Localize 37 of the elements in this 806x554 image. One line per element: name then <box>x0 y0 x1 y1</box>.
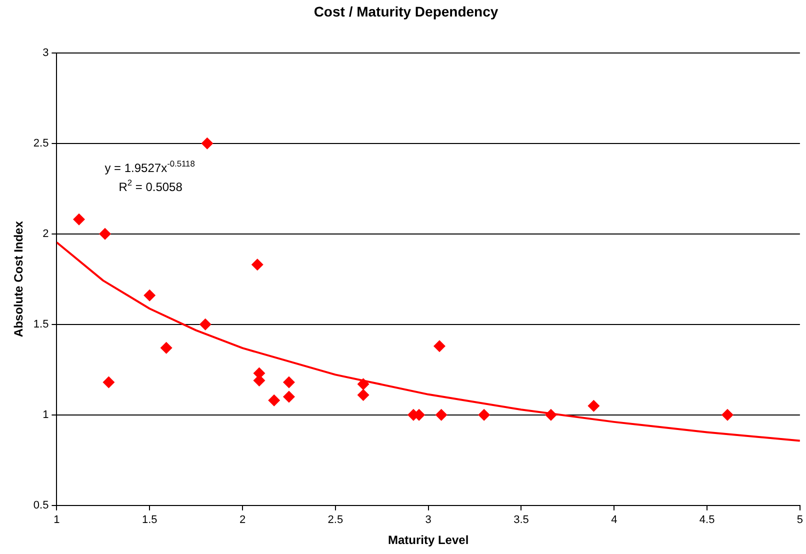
x-axis-title: Maturity Level <box>388 533 469 548</box>
x-tick-label: 2 <box>239 514 246 526</box>
point <box>282 376 295 388</box>
point <box>251 258 264 271</box>
point <box>160 342 172 354</box>
point <box>544 408 557 421</box>
point <box>99 228 112 240</box>
point <box>268 394 280 406</box>
y-tick-label: 3 <box>42 46 49 59</box>
point <box>357 378 370 390</box>
x-tick-label: 3 <box>425 514 432 526</box>
chart-title: Cost / Maturity Dependency <box>314 3 498 20</box>
x-tick-label: 4 <box>611 514 618 526</box>
point <box>282 390 295 403</box>
y-tick-label: 2 <box>42 228 49 240</box>
point <box>588 400 600 412</box>
y-tick-label: 2.5 <box>33 137 49 150</box>
point <box>357 388 370 401</box>
point <box>721 408 734 421</box>
x-tick-label: 3.5 <box>514 514 529 526</box>
y-tick-label: 1 <box>42 408 49 421</box>
point <box>201 137 214 150</box>
y-tick-label: 1.5 <box>33 318 49 330</box>
point <box>199 318 212 330</box>
x-tick-label: 5 <box>796 514 804 526</box>
point <box>72 213 85 226</box>
point <box>478 408 490 421</box>
point <box>433 340 446 352</box>
x-tick-label: 1 <box>54 514 60 526</box>
point <box>435 408 448 421</box>
x-tick-label: 1.5 <box>142 514 158 526</box>
x-tick-label: 2.5 <box>328 514 344 526</box>
point <box>144 289 156 302</box>
point <box>102 376 115 388</box>
x-tick-label: 4.5 <box>699 514 715 526</box>
y-axis-title: Absolute Cost Index <box>12 220 26 338</box>
y-tick-label: 0.5 <box>33 499 49 512</box>
